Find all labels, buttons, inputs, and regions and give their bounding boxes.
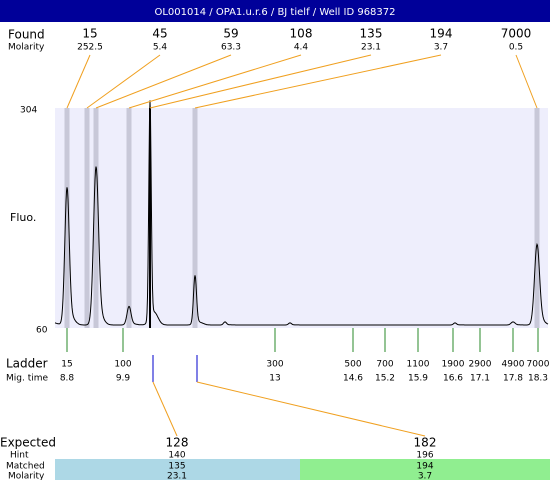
ladder-time: 13 [269,374,280,384]
ladder-label: Ladder [6,357,48,371]
matched-molarity: 3.7 [418,472,432,481]
found-connector [86,54,161,109]
expected-connector [152,381,178,437]
title-bar [0,0,550,22]
matched-band-2 [300,459,550,480]
found-molarity: 5.4 [153,43,168,53]
expected-size: 182 [414,436,437,450]
hint-size: 196 [416,451,433,461]
found-connector [66,54,91,109]
matched-band-1 [55,459,300,480]
peak-band [192,108,198,328]
found-connector [128,54,302,109]
found-size: 59 [223,27,238,41]
ladder-size: 1900 [442,360,465,370]
found-molarity: 252.5 [77,43,103,53]
plot-area [55,108,548,328]
y-top-label: 304 [20,106,37,116]
matched-label: Matched [6,462,45,472]
ladder-time: 8.8 [60,374,75,384]
trace [54,100,549,326]
ladder-size: 300 [266,360,283,370]
expected-connector [196,381,426,437]
found-molarity: 63.3 [221,43,241,53]
matched-size: 194 [416,462,433,472]
ladder-size: 2900 [469,360,492,370]
expected-size: 128 [166,436,189,450]
found-molarity: 4.4 [294,43,309,53]
mig-time-label: Mig. time [6,374,48,384]
found-size: 15 [82,27,97,41]
hint-label: Hint [10,451,29,461]
peak-band [126,108,132,328]
peak-band [534,108,540,328]
ladder-size: 500 [344,360,361,370]
y-bottom-label: 60 [36,326,48,336]
found-label: Found [8,28,45,42]
found-size: 45 [152,27,167,41]
ladder-time: 16.6 [443,374,463,384]
found-molarity: 23.1 [361,43,381,53]
plot-marks [54,100,549,328]
expected-label: Expected [0,436,56,450]
found-molarity: 3.7 [434,43,448,53]
peak-band [84,108,90,328]
ladder-size: 100 [114,360,131,370]
title: OL001014 / OPA1.u.r.6 / BJ tielf / Well … [154,7,395,18]
ladder-size: 15 [61,360,72,370]
ladder-time: 9.9 [116,374,131,384]
peak-band [64,108,70,328]
found-connector [515,54,538,109]
molarity-label: Molarity [8,43,45,53]
matched-size: 135 [168,462,185,472]
found-connector [149,54,372,109]
ladder-time: 17.1 [470,374,490,384]
bottom-molarity-label: Molarity [8,472,45,481]
ladder-time: 15.9 [408,374,428,384]
found-connector [95,54,232,109]
peak-band [93,108,99,328]
found-size: 7000 [501,27,532,41]
ladder-size: 4900 [502,360,525,370]
found-size: 108 [290,27,313,41]
y-axis-label: Fluo. [10,211,36,224]
ladder-size: 700 [376,360,393,370]
found-molarity: 0.5 [509,43,523,53]
found-size: 194 [430,27,453,41]
ladder-time: 14.6 [343,374,363,384]
matched-molarity: 23.1 [167,472,187,481]
ladder-time: 17.8 [503,374,523,384]
ladder-time: 15.2 [375,374,395,384]
found-size: 135 [360,27,383,41]
ladder-size: 7000 [527,360,550,370]
hint-size: 140 [168,451,185,461]
found-connector [194,54,442,109]
ladder-size: 1100 [407,360,430,370]
ladder-time: 18.3 [528,374,548,384]
